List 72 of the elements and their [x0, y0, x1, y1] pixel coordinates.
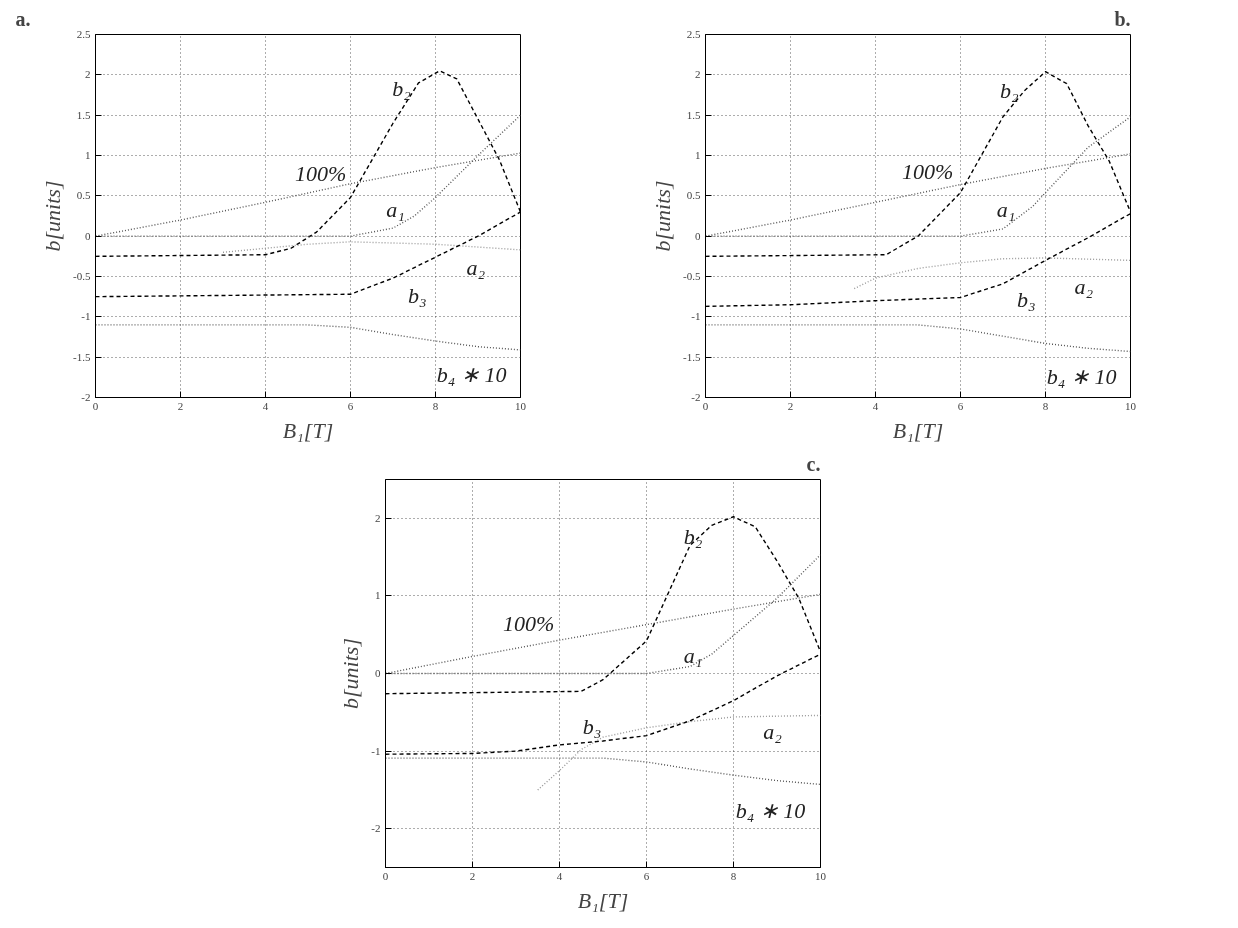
series-label: b₄ ∗ 10: [436, 362, 507, 388]
y-tick-label: -2: [81, 391, 91, 403]
x-tick-label: 10: [815, 869, 827, 882]
y-tick-label: -0.5: [73, 270, 91, 282]
series-label: b₂: [392, 76, 412, 102]
y-tick-label: 1.5: [76, 108, 91, 121]
line-series: [222, 241, 521, 253]
y-tick-label: -2: [691, 391, 701, 403]
series-label: a₂: [1074, 274, 1094, 300]
y-tick-label: -2: [371, 822, 381, 835]
y-tick-label: -1.5: [683, 350, 701, 363]
y-tick-label: -0.5: [683, 270, 701, 282]
y-axis-title: b[units]: [650, 180, 676, 252]
series-label: 100%: [502, 611, 555, 637]
chart-title: c.: [806, 452, 821, 475]
y-tick-label: 1: [375, 589, 381, 602]
y-tick-label: 0.5: [76, 189, 91, 202]
series-label: b₃: [407, 283, 427, 309]
y-tick-label: -1: [81, 310, 91, 323]
x-tick-label: 6: [347, 399, 354, 412]
series-label: b₃: [582, 713, 602, 739]
y-tick-label: -1: [691, 310, 701, 323]
series-label: a₁: [683, 643, 703, 669]
x-tick-label: 6: [643, 869, 650, 882]
y-tick-label: 2.5: [76, 28, 91, 40]
y-tick-label: -1: [371, 744, 381, 757]
x-tick-label: 8: [1042, 399, 1049, 412]
y-axis-title: b[units]: [338, 638, 364, 709]
chart-title: a.: [15, 7, 31, 30]
chart-title: b.: [1114, 7, 1131, 30]
series-label: a₁: [386, 197, 405, 223]
series-label: b₃: [1017, 286, 1036, 312]
series-label: a₁: [996, 197, 1016, 223]
series-label: a₂: [763, 719, 783, 745]
x-tick-label: 10: [1125, 399, 1137, 412]
x-tick-label: 8: [730, 869, 737, 882]
series-label: a₂: [466, 255, 486, 281]
y-tick-label: 2.5: [686, 28, 701, 40]
x-tick-label: 4: [262, 399, 269, 412]
y-tick-label: 2: [375, 511, 381, 524]
y-tick-label: 1: [85, 149, 91, 161]
x-tick-label: 2: [787, 399, 794, 412]
series-label: 100%: [295, 160, 347, 186]
line-series: [537, 714, 821, 791]
y-axis-title: b[units]: [40, 180, 66, 252]
x-tick-label: 2: [177, 399, 184, 412]
x-tick-label: 2: [469, 869, 476, 882]
y-tick-label: 2: [695, 68, 701, 81]
y-tick-label: 2: [85, 68, 91, 81]
x-axis-title: B₁[T]: [577, 887, 629, 913]
series-label: b₄ ∗ 10: [1046, 364, 1117, 390]
y-tick-label: 0: [375, 667, 381, 679]
series-label: b₂: [683, 523, 703, 549]
y-tick-label: -1.5: [73, 350, 91, 363]
y-tick-label: 0: [695, 229, 701, 242]
line-series: [705, 324, 1131, 353]
x-tick-label: 4: [872, 399, 879, 412]
series-label: b₂: [1000, 78, 1020, 104]
y-tick-label: 0.5: [686, 189, 701, 202]
x-tick-label: 4: [556, 869, 563, 882]
line-series: [95, 324, 521, 351]
series-label: b₄ ∗ 10: [735, 797, 806, 823]
x-tick-label: 6: [957, 399, 964, 412]
series-label: 100%: [902, 159, 954, 185]
line-series: [385, 757, 821, 786]
x-axis-title: B₁[T]: [282, 417, 334, 443]
y-tick-label: 1.5: [686, 108, 701, 121]
x-tick-label: 10: [515, 399, 527, 412]
x-tick-label: 8: [432, 399, 439, 412]
x-axis-title: B₁[T]: [892, 417, 944, 443]
y-tick-label: 1: [695, 149, 701, 161]
y-tick-label: 0: [85, 229, 91, 242]
